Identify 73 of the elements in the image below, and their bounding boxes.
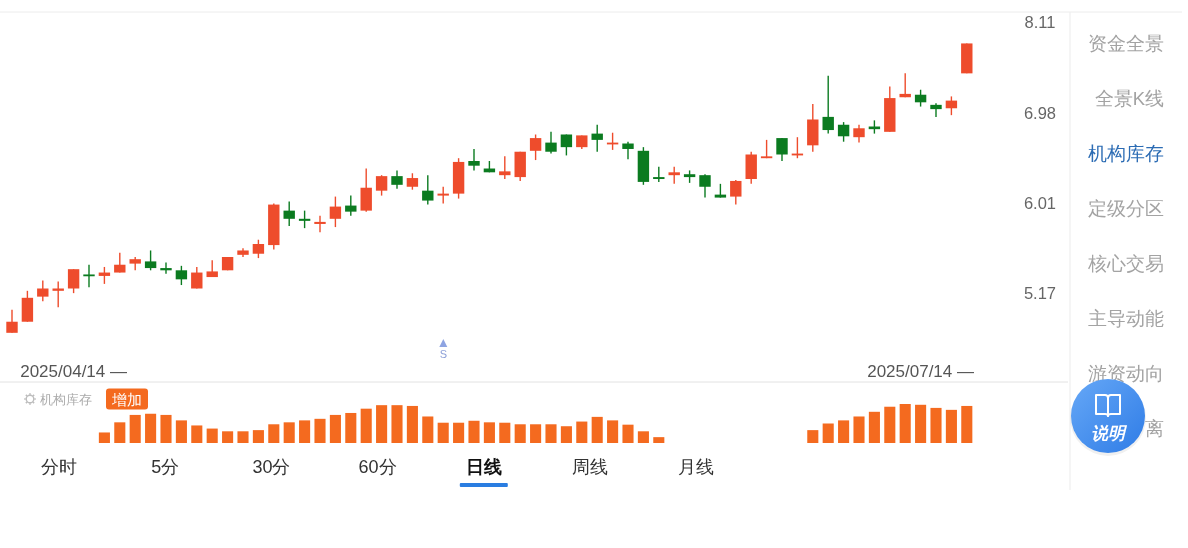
bar	[160, 414, 172, 443]
bar	[299, 420, 311, 443]
bar	[591, 416, 603, 443]
bar	[222, 431, 234, 443]
y-tick-label: 8.11	[1024, 13, 1056, 32]
bar	[345, 412, 357, 443]
category-label: 5分	[151, 457, 180, 477]
y-tick-label: 5.17	[1023, 284, 1057, 303]
y-tick-label: 6.98	[1023, 103, 1057, 122]
category-label: 分时	[41, 457, 77, 477]
bar	[560, 426, 572, 443]
bar	[838, 420, 850, 443]
bar	[437, 422, 449, 443]
chart-title: 机构库存	[40, 391, 92, 407]
bar	[868, 411, 880, 443]
bar	[406, 405, 418, 443]
bar	[637, 431, 649, 443]
category-label: 机构库存	[1088, 142, 1164, 164]
bar	[530, 424, 542, 443]
bar	[391, 405, 403, 443]
bar	[545, 424, 557, 443]
category-label: 主导动能	[1088, 307, 1164, 329]
category-label: 日线	[465, 457, 502, 477]
bar	[884, 406, 896, 443]
bar	[237, 431, 249, 443]
category-label: 定级分区	[1088, 197, 1164, 219]
category-label: 周线	[572, 457, 608, 477]
category-label: 核心交易	[1087, 252, 1164, 274]
category-label: 60分	[358, 457, 397, 477]
bar	[114, 422, 126, 443]
bar	[607, 420, 619, 443]
bar	[499, 422, 511, 443]
bar	[283, 422, 295, 443]
bar	[145, 413, 157, 443]
bar	[453, 422, 465, 443]
bar	[98, 432, 110, 443]
bar	[961, 405, 973, 443]
bar	[252, 430, 264, 443]
bar	[175, 420, 187, 443]
bar	[514, 424, 526, 443]
category-label: 全景K线	[1094, 87, 1164, 109]
bar	[422, 416, 434, 443]
bar	[622, 424, 634, 443]
bar	[129, 414, 141, 443]
bar	[822, 423, 834, 443]
category-label: 资金全景	[1088, 32, 1164, 54]
bar	[807, 430, 819, 443]
y-tick-label: 6.01	[1023, 193, 1057, 212]
category-label: 离	[1145, 417, 1164, 439]
bar	[206, 428, 218, 443]
bar	[191, 425, 203, 443]
bar	[483, 422, 495, 443]
bar	[899, 404, 911, 443]
bar	[945, 409, 957, 443]
legend-item: 增加	[106, 388, 148, 410]
bar	[930, 407, 942, 443]
x-tick-label: 2025/04/14 —	[20, 361, 128, 381]
bar	[576, 421, 588, 443]
annotation: S	[439, 348, 447, 360]
bar	[360, 408, 372, 443]
bar	[653, 437, 665, 443]
bar	[376, 405, 388, 443]
series-label: 增加	[111, 390, 142, 408]
bar	[853, 416, 865, 443]
bar	[329, 414, 341, 443]
x-tick-label: 2025/07/14 —	[867, 361, 975, 381]
bar	[468, 420, 480, 443]
bar	[314, 418, 326, 443]
bar	[268, 424, 280, 443]
bar	[915, 404, 927, 443]
category-label: 30分	[252, 457, 291, 477]
text: 说明	[1091, 423, 1128, 443]
category-label: 月线	[678, 457, 715, 477]
